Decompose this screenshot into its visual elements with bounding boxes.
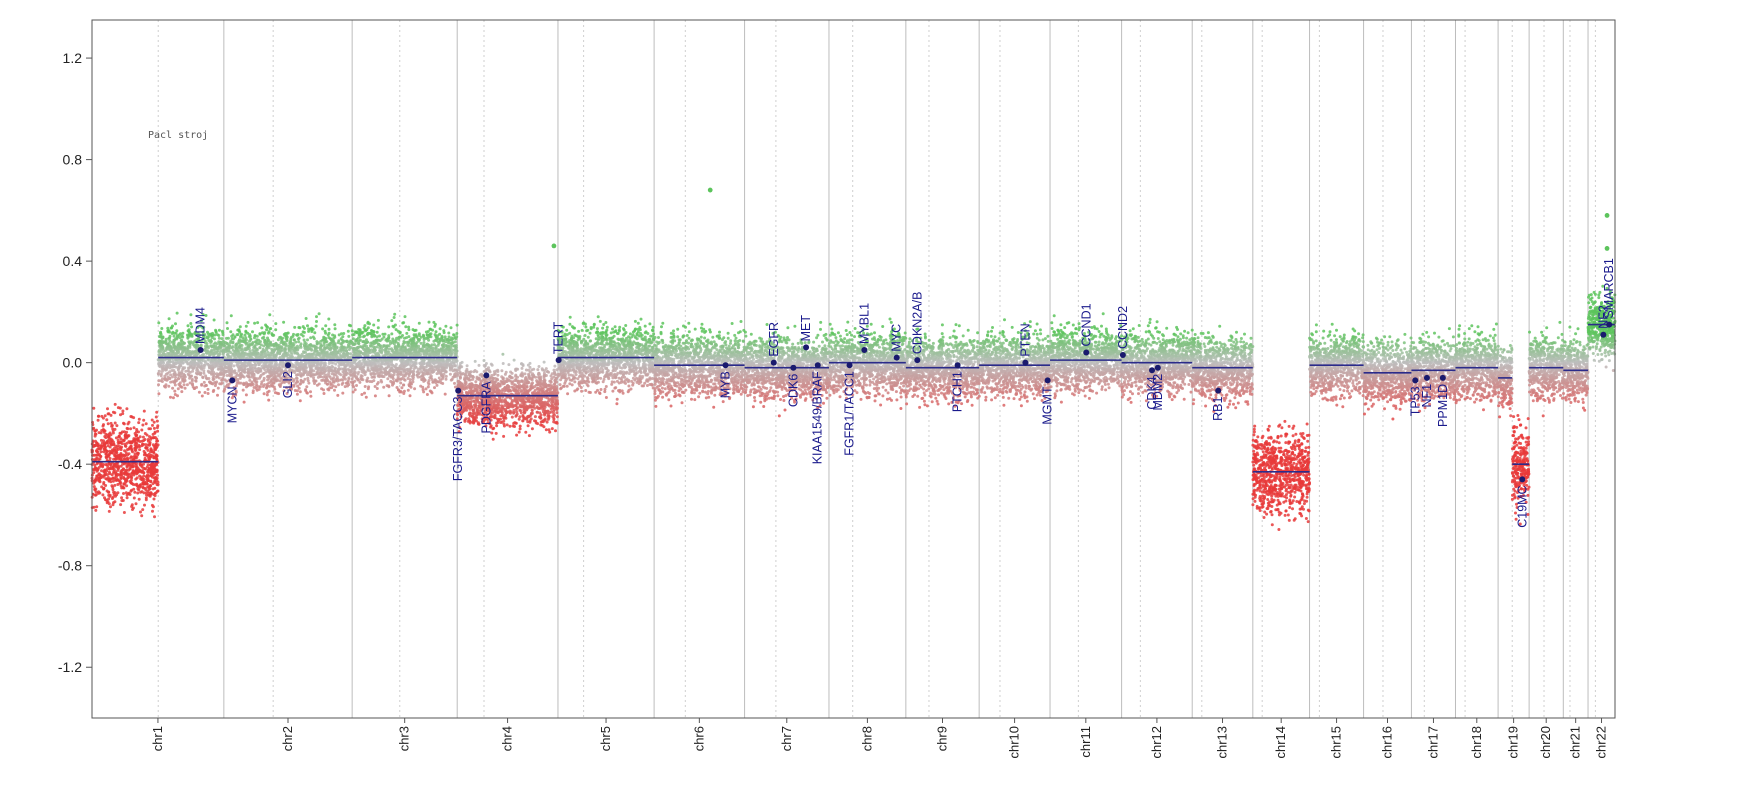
gene-point [955,362,961,368]
gene-point [914,357,920,363]
chromosome-label: chr15 [1329,726,1344,759]
chromosome-label: chr12 [1149,726,1164,759]
chromosome-label: chr21 [1568,726,1583,759]
gene-label: NF1 [1420,384,1434,408]
chromosome-label: chr11 [1078,726,1093,758]
gene-point [1440,375,1446,381]
gene-label: KIAA1549/BRAF [811,371,825,464]
gene-label: PPM1D [1436,384,1450,427]
gene-point [803,344,809,350]
gene-label: MDM2 [1151,374,1165,411]
chromosome-label: chr10 [1007,726,1022,759]
gene-point [483,372,489,378]
gene-label: C19MC [1515,485,1529,527]
y-tick-label: 1.2 [63,50,83,66]
gene-point [1149,367,1155,373]
gene-label: MYCN [225,386,239,423]
gene-label: MYBL1 [857,303,871,344]
gene-point [1606,322,1612,328]
outlier-point [1605,246,1610,251]
gene-point [815,362,821,368]
gene-label: EGFR [767,322,781,357]
gene-point [285,362,291,368]
chromosome-label: chr5 [598,726,613,751]
chromosome-label: chr22 [1594,726,1609,759]
gene-label: MET [799,315,813,342]
gene-point [1022,360,1028,366]
chromosome-label: chr17 [1425,726,1440,759]
gene-label: MGMT [1041,386,1055,425]
gene-point [1600,332,1606,338]
gene-point [1083,350,1089,356]
gene-point [1215,388,1221,394]
gene-point [861,347,867,353]
chromosome-label: chr19 [1506,726,1521,759]
chromosome-label: chr8 [859,726,874,751]
y-tick-label: 0.8 [63,152,83,168]
outlier-point [1605,213,1610,218]
y-tick-label: 0.4 [63,253,83,269]
chromosome-label: chr13 [1215,726,1230,759]
gene-point [723,362,729,368]
gene-point [894,355,900,361]
gene-label: CCND1 [1079,303,1093,346]
chromosome-label: chr3 [397,726,412,751]
gene-label: MYB [719,371,733,398]
y-tick-label: -1.2 [58,659,82,675]
chromosome-label: chr4 [500,726,515,751]
gene-label: MYC [890,324,904,352]
chromosome-label: chr14 [1273,726,1288,759]
gene-label: TERT [552,321,566,354]
gene-label: GLI2 [281,371,295,398]
chromosome-label: chr1 [150,726,165,751]
gene-point [1120,352,1126,358]
gene-label: CCND2 [1116,306,1130,349]
gene-point [771,360,777,366]
gene-label: FGFR1/TACC1 [843,371,857,456]
chromosome-label: chr20 [1538,726,1553,759]
gene-label: FGFR3/TACC3 [451,397,465,482]
y-axis-ticks: 1.2 0.8 0.4 0.0 -0.4 -0.8 -1.2 [58,50,92,675]
gene-point [455,388,461,394]
gene-point [847,362,853,368]
chromosome-label: chr2 [280,726,295,751]
gene-label: SMARCB1 [1602,258,1616,318]
gene-label: PTEN [1018,323,1032,356]
chromosome-label: chr6 [691,726,706,751]
y-tick-label: -0.4 [58,456,82,472]
y-tick-label: -0.8 [58,558,82,574]
gene-label: CDKN2A/B [910,292,924,355]
gene-point [790,365,796,371]
gene-point [1155,365,1161,371]
gene-label: PDGFRA [479,381,493,434]
chromosome-label: chr9 [934,726,949,751]
gene-point [1412,377,1418,383]
gene-point [1519,476,1525,482]
outlier-point [552,243,557,248]
plot-annotation: Pacl stroj [148,130,208,141]
chromosome-label: chr7 [779,726,794,751]
chromosome-label: chr16 [1380,726,1395,759]
gene-label: MDM4 [194,307,208,344]
gene-point [556,357,562,363]
gene-point [229,377,235,383]
y-tick-label: 0.0 [63,355,83,371]
gene-label: RB1 [1211,397,1225,421]
gene-point [1424,375,1430,381]
gene-point [198,347,204,353]
chromosome-label: chr18 [1469,726,1484,759]
x-axis-chromosome-labels: chr1 chr2 chr3 chr4 chr5 chr6 chr7 chr8 chr9 chr1… [150,718,1609,759]
outlier-point [708,188,713,193]
gene-point [1045,377,1051,383]
gene-label: CDK6 [786,374,800,407]
gene-label: PTCH1 [951,371,965,412]
